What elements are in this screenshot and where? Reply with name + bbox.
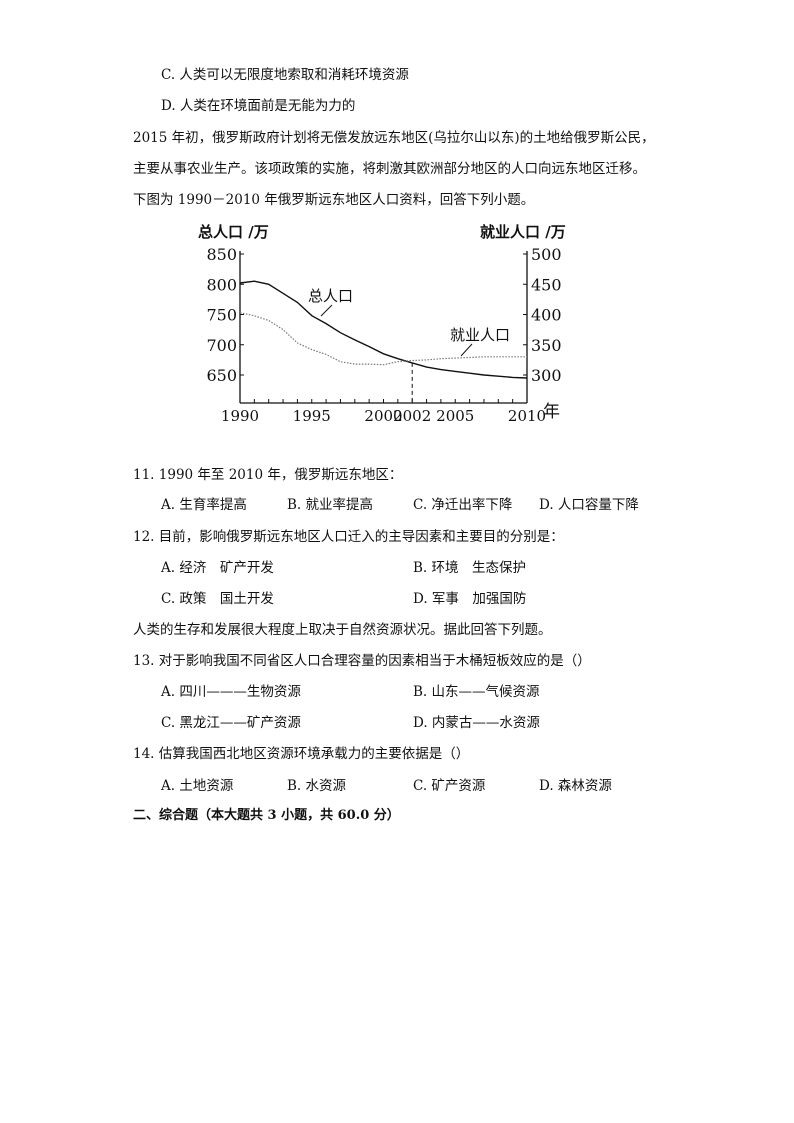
question-13-stem: 13. 对于影响我国不同省区人口合理容量的因素相当于木桶短板效应的是（）: [133, 653, 591, 669]
x-tick-label: 2000: [364, 407, 402, 425]
q11-option-d[interactable]: D. 人口容量下降: [539, 497, 639, 513]
passage-line-3: 下图为 1990－2010 年俄罗斯远东地区人口资料，回答下列小题。: [133, 192, 535, 208]
passage-line-1: 2015 年初，俄罗斯政府计划将无偿发放远东地区(乌拉尔山以东)的土地给俄罗斯公…: [133, 130, 655, 146]
q12-option-d[interactable]: D. 军事 加强国防: [413, 591, 527, 607]
y-right-label: 就业人口 /万: [480, 223, 566, 241]
x-axis-unit: 年: [543, 402, 560, 422]
q13-option-d[interactable]: D. 内蒙古——水资源: [413, 715, 540, 731]
y-left-tick-label: 850: [206, 245, 237, 264]
series-line-employed-population: [239, 312, 527, 366]
y-left-tick-label: 700: [206, 336, 237, 355]
series-label-total-population: 总人口: [308, 287, 353, 305]
q11-option-a[interactable]: A. 生育率提高: [161, 497, 247, 513]
y-right-tick-label: 300: [531, 366, 562, 385]
q13-option-c[interactable]: C. 黑龙江——矿产资源: [161, 715, 301, 731]
q14-option-d[interactable]: D. 森林资源: [539, 778, 612, 794]
x-tick-label: 1990: [221, 407, 259, 425]
q14-option-a[interactable]: A. 土地资源: [161, 778, 234, 794]
q12-option-c[interactable]: C. 政策 国土开发: [161, 591, 274, 607]
q13-option-b[interactable]: B. 山东——气候资源: [413, 684, 540, 700]
passage-line-2: 主要从事农业生产。该项政策的实施，将刺激其欧洲部分地区的人口向远东地区迁移。: [133, 161, 646, 177]
y-left-tick-label: 750: [206, 306, 237, 325]
y-right-tick-label: 350: [531, 336, 562, 355]
y-left-label: 总人口 /万: [198, 223, 269, 241]
y-left-tick-label: 800: [206, 275, 237, 294]
x-tick-label: 2010: [508, 407, 546, 425]
y-left-tick-label: 650: [206, 366, 237, 385]
q11-option-c[interactable]: C. 净迁出率下降: [413, 497, 513, 513]
y-right-tick-label: 400: [531, 306, 562, 325]
x-tick-label: 2002: [393, 407, 431, 425]
q11-option-b[interactable]: B. 就业率提高: [287, 497, 374, 513]
question-12-stem: 12. 目前，影响俄罗斯远东地区人口迁入的主导因素和主要目的分别是：: [133, 529, 564, 545]
section-title: 二、综合题（本大题共 3 小题，共 60.0 分）: [133, 808, 400, 823]
q14-option-c[interactable]: C. 矿产资源: [413, 778, 486, 794]
question-11-stem: 11. 1990 年至 2010 年，俄罗斯远东地区：: [133, 467, 403, 483]
x-tick-label: 1995: [293, 407, 331, 425]
series-line-total-population: [239, 280, 528, 379]
y-right-tick-label: 450: [531, 275, 562, 294]
q14-option-b[interactable]: B. 水资源: [287, 778, 347, 794]
label-leader-total: [320, 304, 333, 317]
label-leader-employed: [460, 343, 473, 357]
series-label-employed-population: 就业人口: [450, 326, 510, 344]
option-d-previous: D. 人类在环境面前是无能为力的: [161, 98, 356, 114]
q12-option-b[interactable]: B. 环境 生态保护: [413, 560, 527, 576]
intro-2: 人类的生存和发展很大程度上取决于自然资源状况。据此回答下列题。: [133, 622, 552, 638]
question-14-stem: 14. 估算我国西北地区资源环境承载力的主要依据是（）: [133, 746, 470, 762]
y-right-tick-label: 500: [531, 245, 562, 264]
option-c-previous: C. 人类可以无限度地索取和消耗环境资源: [161, 67, 409, 83]
x-tick-label: 2005: [436, 407, 474, 425]
q13-option-a[interactable]: A. 四川———生物资源: [161, 684, 301, 700]
population-chart: 总人口 /万 就业人口 /万 850 800 750 700 650 500 450 400 3…: [198, 223, 566, 425]
q12-option-a[interactable]: A. 经济 矿产开发: [161, 560, 274, 576]
